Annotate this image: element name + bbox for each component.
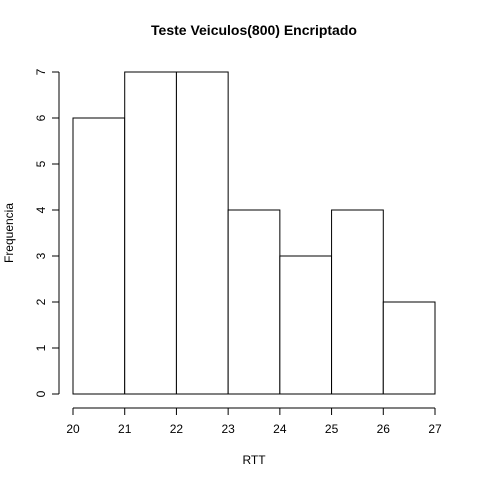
y-tick-label: 6 — [34, 114, 48, 121]
x-tick-label: 27 — [428, 422, 442, 436]
y-tick-label: 3 — [34, 252, 48, 259]
x-tick-label: 25 — [325, 422, 339, 436]
x-tick-label: 26 — [377, 422, 391, 436]
y-axis: 0 1 2 3 4 5 6 7 — [34, 68, 60, 397]
histogram-bar-3 — [227, 209, 281, 395]
y-tick-label: 7 — [34, 68, 48, 75]
y-tick-label: 2 — [34, 298, 48, 305]
x-tick-label: 22 — [170, 422, 184, 436]
x-tick-label: 21 — [118, 422, 132, 436]
histogram-bar-5 — [331, 209, 384, 395]
histogram-bar-2 — [175, 71, 229, 395]
x-axis-label: RTT — [242, 453, 266, 467]
histogram-bar-0 — [72, 117, 126, 395]
x-axis: 20 21 22 23 24 25 26 27 — [66, 407, 442, 436]
y-tick-label: 5 — [34, 160, 48, 167]
y-tick-label: 1 — [34, 344, 48, 351]
x-tick-label: 20 — [66, 422, 80, 436]
y-tick-label: 4 — [34, 206, 48, 213]
histogram-bar-4 — [279, 255, 333, 395]
chart-title: Teste Veiculos(800) Encriptado — [151, 22, 357, 38]
histogram-bar-6 — [382, 301, 436, 395]
y-axis-label: Frequencia — [2, 203, 16, 263]
bars-group — [72, 71, 436, 395]
histogram-bar-1 — [124, 71, 177, 395]
x-tick-label: 24 — [273, 422, 287, 436]
x-tick-label: 23 — [221, 422, 235, 436]
y-tick-label: 0 — [34, 390, 48, 397]
